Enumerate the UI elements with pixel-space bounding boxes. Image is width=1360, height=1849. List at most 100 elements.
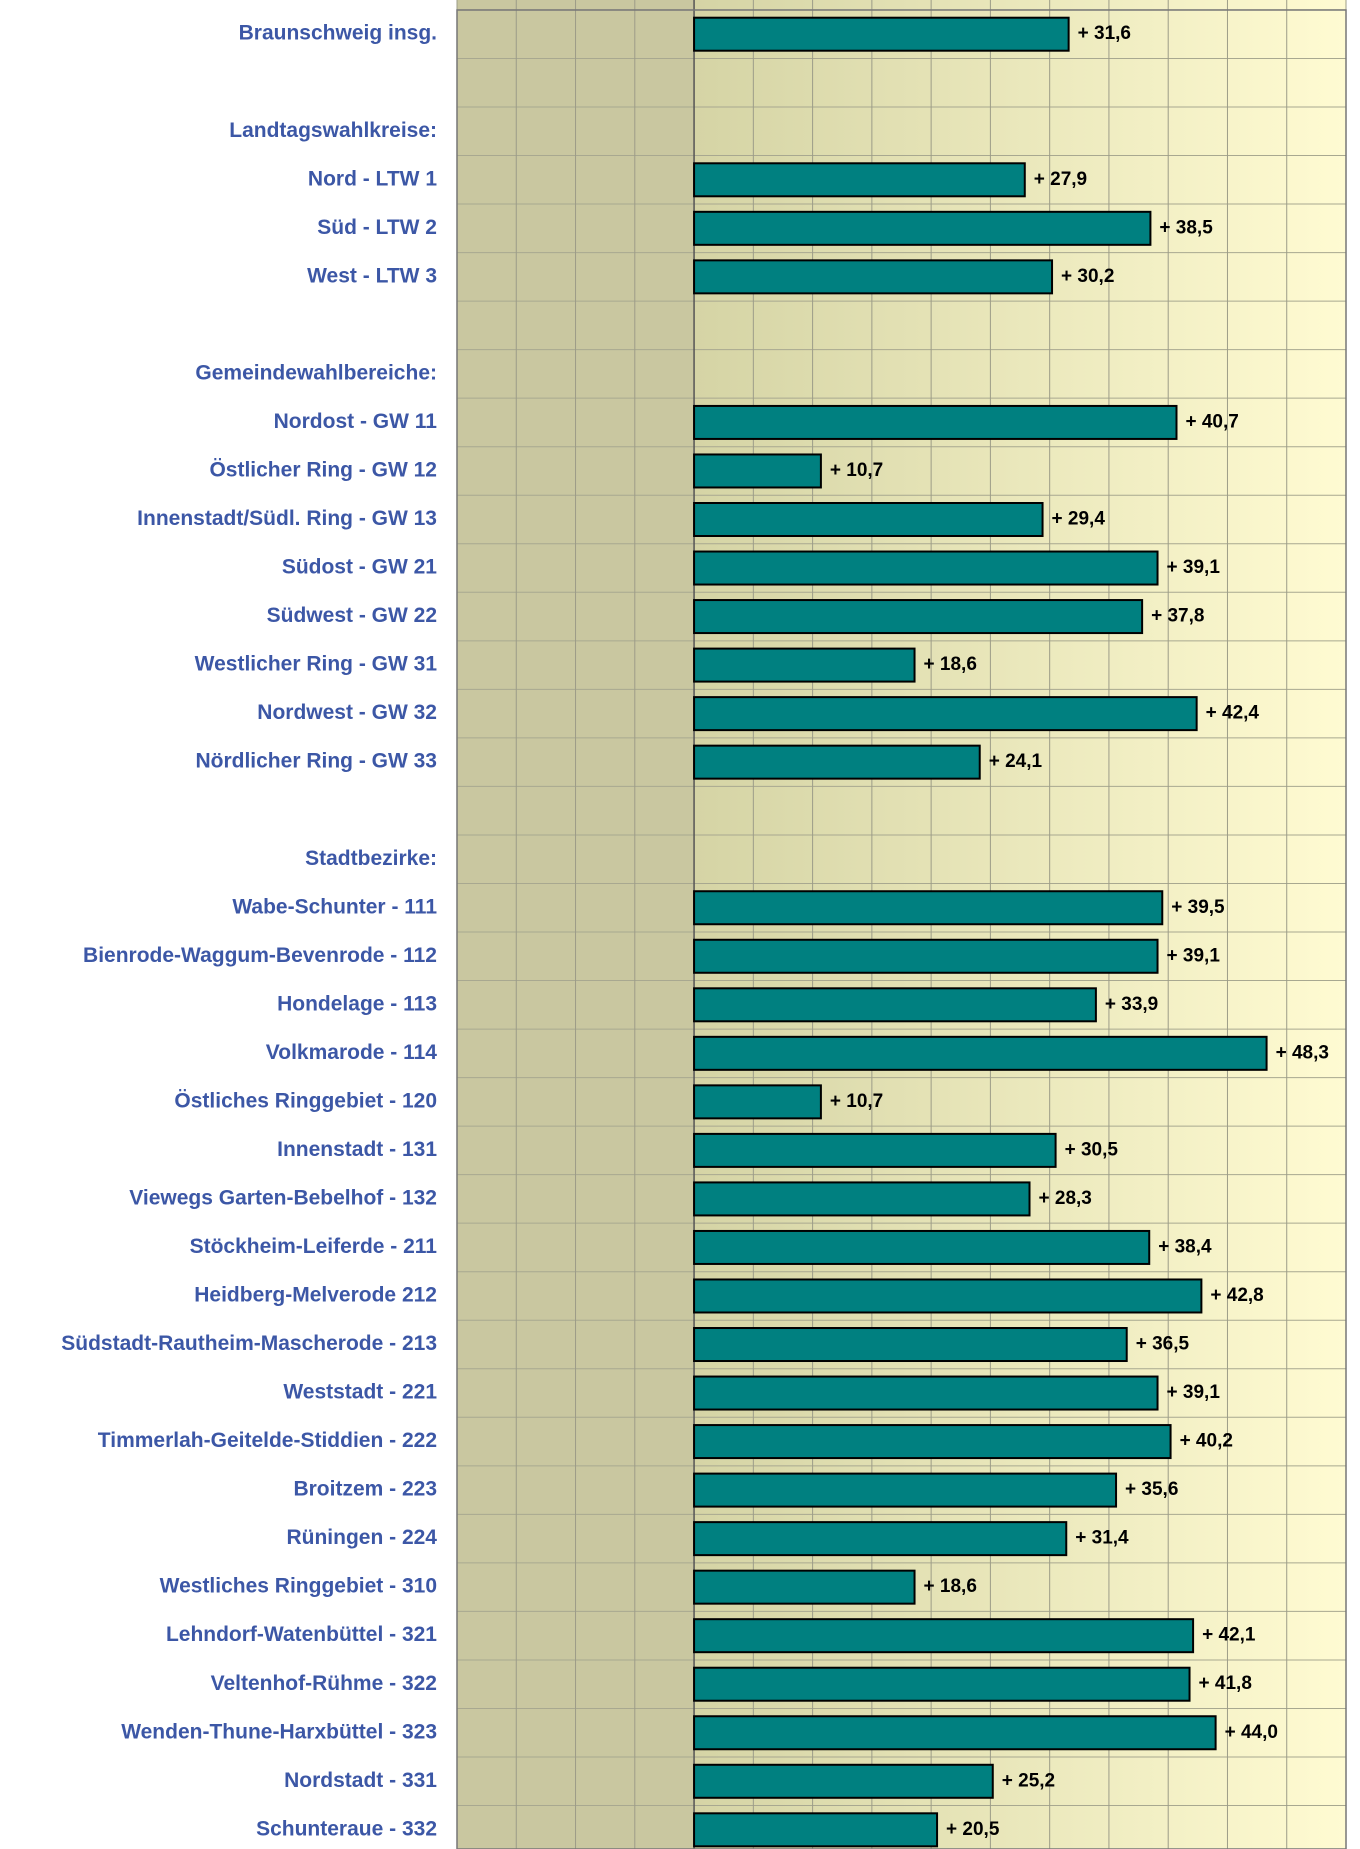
bar (693, 744, 981, 780)
bar (693, 1229, 1151, 1265)
value-label: + 37,8 (1151, 606, 1204, 627)
value-label: + 29,4 (1052, 509, 1106, 530)
value-label: + 42,4 (1206, 703, 1260, 724)
bar (693, 1375, 1159, 1411)
value-label: + 41,8 (1199, 1673, 1252, 1694)
bar (693, 259, 1054, 295)
category-label: Landtagswahlkreise: (229, 119, 437, 142)
value-label: + 30,2 (1061, 266, 1114, 287)
bar (693, 550, 1159, 586)
category-label: Nordwest - GW 32 (257, 701, 437, 724)
value-label: + 39,1 (1167, 557, 1221, 578)
value-label: + 25,2 (1002, 1770, 1055, 1791)
value-label: + 44,0 (1225, 1722, 1278, 1743)
category-label: Heidberg-Melverode 212 (194, 1284, 437, 1307)
bar (693, 1035, 1268, 1071)
category-label: Nördlicher Ring - GW 33 (195, 750, 437, 773)
bar (693, 1812, 939, 1848)
category-label: Timmerlah-Geitelde-Stiddien - 222 (98, 1429, 437, 1452)
category-label: Nord - LTW 1 (308, 167, 437, 190)
bar (693, 1569, 916, 1605)
bar (693, 502, 1044, 537)
value-label: + 28,3 (1039, 1188, 1092, 1209)
bar (693, 647, 916, 683)
category-label: Stöckheim-Leiferde - 211 (190, 1235, 438, 1258)
value-label: + 10,7 (830, 1091, 883, 1112)
value-label: + 42,1 (1202, 1625, 1256, 1646)
value-label: + 39,1 (1167, 945, 1221, 966)
value-label: + 31,4 (1075, 1528, 1129, 1549)
bar (693, 210, 1152, 246)
value-label: + 35,6 (1125, 1479, 1178, 1500)
category-label: Süd - LTW 2 (317, 216, 437, 239)
bar (693, 16, 1070, 52)
category-label: Südost - GW 21 (282, 556, 437, 579)
value-label: + 24,1 (989, 751, 1043, 772)
category-label: Nordstadt - 331 (284, 1769, 437, 1792)
category-label: Bienrode-Waggum-Bevenrode - 112 (83, 944, 437, 967)
category-label: Schunteraue - 332 (256, 1817, 437, 1840)
bar (693, 1132, 1057, 1168)
bar (693, 890, 1164, 926)
value-label: + 40,2 (1180, 1431, 1233, 1452)
value-label: + 27,9 (1034, 169, 1087, 190)
value-label: + 40,7 (1185, 411, 1238, 432)
category-label: Innenstadt - 131 (277, 1138, 437, 1161)
bar (693, 1763, 994, 1799)
category-label: Hondelage - 113 (277, 992, 437, 1015)
category-label: Veltenhof-Rühme - 322 (211, 1672, 437, 1695)
bar (693, 1715, 1217, 1751)
bar (693, 1618, 1195, 1654)
value-label: + 39,1 (1167, 1382, 1221, 1403)
category-label: Rüningen - 224 (286, 1526, 437, 1549)
bar (693, 1084, 822, 1120)
category-label: Westlicher Ring - GW 31 (195, 653, 438, 676)
category-label: Lehndorf-Watenbüttel - 321 (166, 1623, 437, 1646)
category-label: Gemeindewahlbereiche: (195, 361, 437, 384)
value-label: + 33,9 (1105, 994, 1158, 1015)
category-label: Innenstadt/Südl. Ring - GW 13 (137, 507, 437, 530)
category-label: Braunschweig insg. (239, 22, 437, 45)
plot-border (456, 9, 1347, 1849)
category-label: Volkmarode - 114 (266, 1041, 438, 1064)
bar (693, 162, 1026, 198)
category-label: Östlicher Ring - GW 12 (209, 459, 437, 482)
category-label: Nordost - GW 11 (274, 410, 438, 433)
category-label: Viewegs Garten-Bebelhof - 132 (129, 1186, 437, 1209)
category-label: Wenden-Thune-Harxbüttel - 323 (121, 1720, 437, 1743)
value-label: + 36,5 (1136, 1334, 1190, 1355)
value-label: + 20,5 (946, 1819, 1000, 1840)
category-label: Südwest - GW 22 (267, 604, 437, 627)
value-label: + 10,7 (830, 460, 883, 481)
category-label: West - LTW 3 (307, 264, 437, 287)
bar (693, 696, 1198, 732)
value-label: + 42,8 (1210, 1285, 1263, 1306)
bar (693, 453, 822, 489)
bar (693, 1327, 1128, 1363)
value-label: + 48,3 (1276, 1042, 1329, 1063)
bar (693, 938, 1159, 974)
value-label: + 38,4 (1158, 1236, 1212, 1257)
bar (693, 1472, 1118, 1508)
bar (693, 1424, 1172, 1460)
bar (693, 599, 1144, 635)
value-label: + 38,5 (1159, 217, 1213, 238)
bar (693, 1181, 1031, 1217)
bar (693, 404, 1178, 440)
category-label: Westliches Ringgebiet - 310 (160, 1575, 437, 1598)
category-label: Stadtbezirke: (305, 847, 437, 870)
value-label: + 31,6 (1078, 23, 1131, 44)
value-label: + 39,5 (1171, 897, 1225, 918)
category-label: Broitzem - 223 (293, 1478, 437, 1501)
category-label: Wabe-Schunter - 111 (232, 895, 437, 918)
bar (693, 1666, 1191, 1702)
value-label: + 18,6 (924, 1576, 977, 1597)
category-label: Südstadt-Rautheim-Mascherode - 213 (61, 1332, 437, 1355)
category-label: Östliches Ringgebiet - 120 (174, 1089, 437, 1112)
bar (693, 987, 1097, 1023)
category-label: Weststadt - 221 (283, 1381, 437, 1404)
value-label: + 18,6 (924, 654, 977, 675)
bar (693, 1278, 1203, 1314)
value-label: + 30,5 (1065, 1139, 1119, 1160)
